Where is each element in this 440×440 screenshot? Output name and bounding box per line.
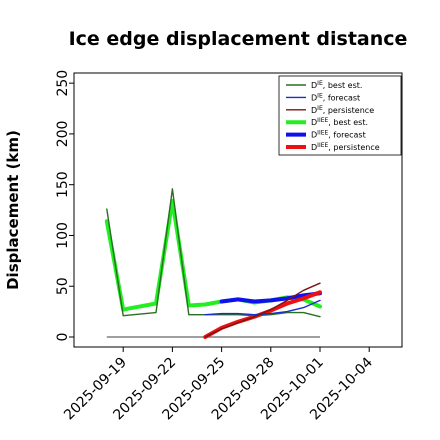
y-tick-label: 0	[55, 333, 71, 342]
legend-entry: DIIEE, best est.	[311, 117, 368, 127]
legend-entry: DIE, forecast	[311, 92, 360, 102]
series-line	[106, 188, 321, 318]
chart-title: Ice edge displacement distance	[69, 28, 408, 50]
y-tick-label: 200	[55, 121, 71, 148]
y-axis-label: Displacement (km)	[4, 130, 22, 290]
legend-entry: DIE, persistence	[311, 105, 374, 115]
y-tick-label: 150	[55, 171, 71, 198]
legend-entry: DIIEE, persistence	[311, 142, 380, 152]
legend-entry: DIE, best est.	[311, 80, 362, 90]
legend-entry: DIIEE, forecast	[311, 130, 366, 140]
legend-box	[278, 75, 402, 156]
series-line	[204, 299, 321, 316]
series-line	[204, 282, 321, 338]
series-line	[219, 291, 322, 304]
series-line	[104, 198, 322, 312]
y-tick-label: 50	[55, 277, 71, 295]
plot-frame	[73, 72, 403, 348]
legend: DIE, best est. DIE, forecast DIE, persiste…	[278, 75, 402, 156]
y-tick-label: 250	[55, 70, 71, 97]
y-tick-label: 100	[55, 222, 71, 249]
